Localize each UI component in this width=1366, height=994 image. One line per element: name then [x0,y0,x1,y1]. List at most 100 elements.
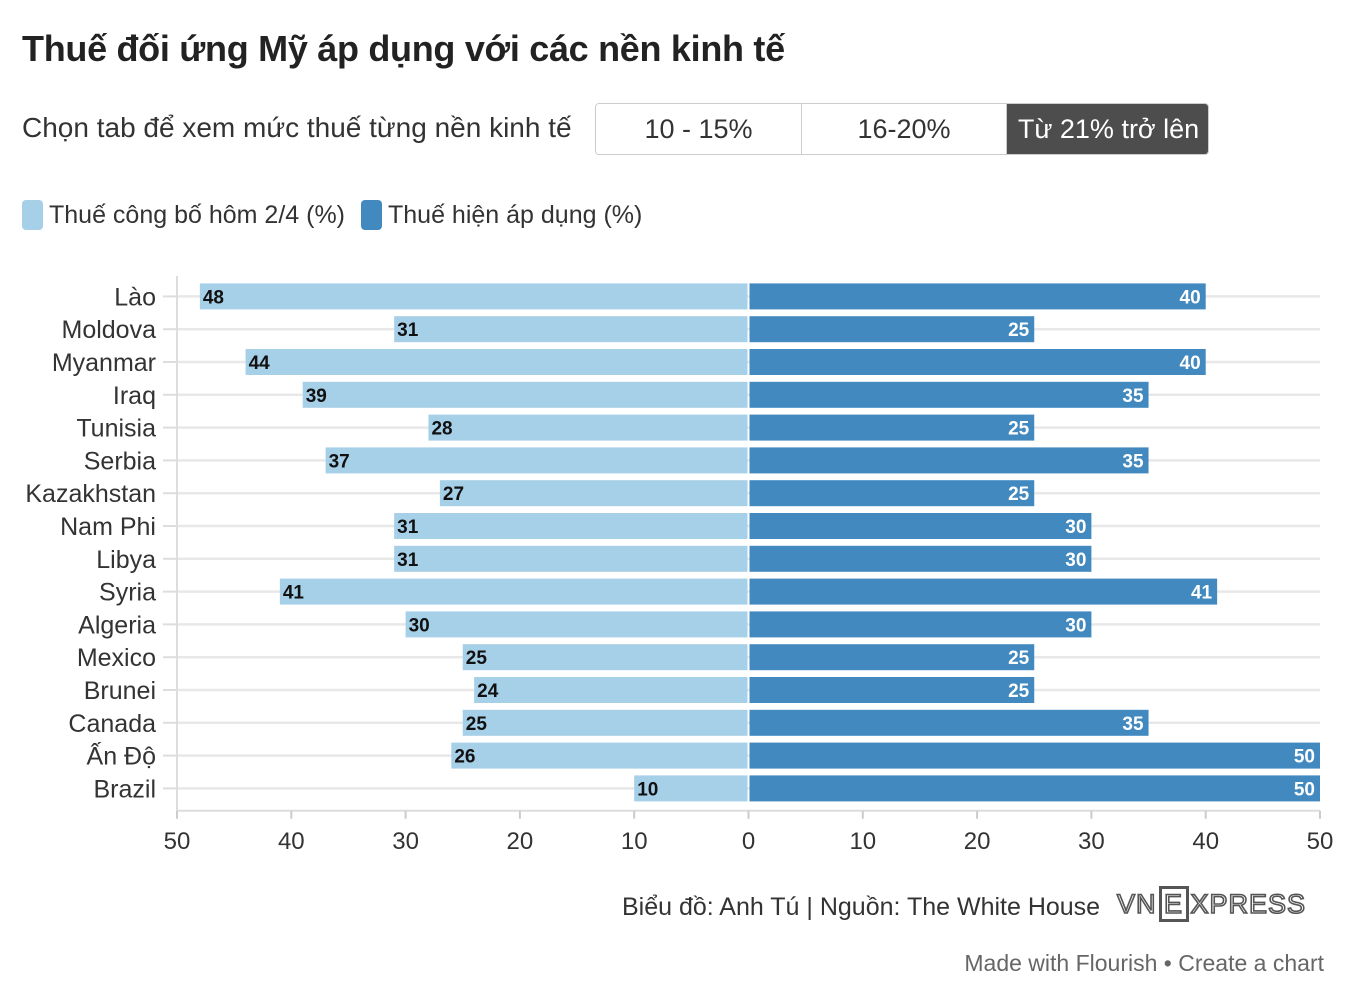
bar-label-current: 25 [1008,484,1030,505]
credit-separator: • [1157,950,1179,976]
category-label: Myanmar [52,349,156,377]
bar-label-current: 40 [1180,353,1201,374]
bar-announced [302,381,748,408]
bar-label-current: 41 [1191,583,1213,604]
bar-current [749,381,1149,408]
bar-current [749,480,1035,507]
category-label: Moldova [62,316,157,344]
category-label: Nam Phi [60,513,156,541]
bar-label-announced: 31 [397,550,419,571]
category-label: Canada [68,710,156,738]
bar-current [749,513,1092,539]
bar-label-current: 40 [1180,287,1201,308]
x-tick-label: 10 [621,828,648,855]
bar-announced [394,545,748,572]
category-label: Serbia [84,447,156,475]
tab-16-20[interactable]: 16-20% [802,104,1007,154]
bar-current [749,283,1206,310]
x-tick-label: 30 [392,828,419,855]
bar-label-current: 25 [1008,681,1030,702]
tab-10-15[interactable]: 10 - 15% [596,104,802,154]
bar-current [749,611,1092,638]
bar-current [749,447,1149,474]
bar-announced [279,578,748,605]
x-tick-label: 20 [964,828,991,855]
x-tick-label: 50 [164,828,191,855]
legend-item-announced[interactable]: Thuế công bố hôm 2/4 (%) [22,200,345,230]
x-tick-label: 40 [278,828,305,855]
bar-label-announced: 30 [409,615,430,636]
bar-current [749,742,1320,769]
bar-label-current: 35 [1122,714,1144,735]
bar-label-current: 25 [1008,320,1030,341]
bar-label-current: 30 [1065,550,1086,571]
bar-label-current: 50 [1294,747,1315,768]
tab-bar: 10 - 15% 16-20% Từ 21% trở lên [595,103,1209,155]
bar-label-current: 35 [1122,386,1144,407]
legend-swatch-current [361,200,382,230]
bar-announced [634,775,748,802]
x-tick-label: 0 [742,828,755,855]
bar-label-announced: 31 [397,320,419,341]
diverging-bar-chart: 50 40 30 20 10 0 10 20 30 40 50 Lào 48 40 Moldova 31 25 M… [25,276,1333,855]
bar-current [749,644,1035,671]
bar-announced [439,480,748,507]
bar-label-announced: 25 [466,714,488,735]
logo-text-xpress: XPRESS [1190,888,1307,920]
category-label: Brunei [84,677,156,705]
bar-label-current: 25 [1008,648,1030,669]
category-label: Brazil [93,775,156,803]
bar-current [749,775,1320,802]
category-label: Iraq [113,382,156,410]
logo-text-e: E [1163,888,1184,919]
bar-label-announced: 26 [454,747,475,768]
logo-e-box: E [1158,886,1189,922]
bar-current [749,545,1092,572]
legend-label-current: Thuế hiện áp dụng (%) [388,200,643,229]
bar-label-announced: 48 [203,287,224,308]
bar-current [749,709,1149,736]
bar-announced [451,742,748,769]
bar-current [749,578,1218,605]
tab-21-plus[interactable]: Từ 21% trở lên [1007,104,1208,154]
bar-label-current: 25 [1008,419,1030,440]
bar-announced [245,349,748,375]
bar-announced [394,513,748,539]
bar-announced [325,447,748,474]
bar-current [749,316,1035,343]
bar-current [749,414,1035,441]
category-label: Lào [114,283,156,311]
bar-label-current: 35 [1122,451,1144,472]
flourish-credit: Made with Flourish • Create a chart [964,950,1324,977]
chart-source: Biểu đồ: Anh Tú | Nguồn: The White House [622,893,1101,921]
category-label: Ấn Độ [87,742,156,771]
bar-label-announced: 37 [329,451,350,472]
vnexpress-logo: VN E XPRESS [1116,886,1307,922]
category-label: Mexico [77,644,156,672]
bar-announced [462,644,748,671]
bar-label-announced: 28 [431,419,452,440]
bar-label-current: 30 [1065,615,1086,636]
bar-label-announced: 39 [306,386,327,407]
legend-label-announced: Thuế công bố hôm 2/4 (%) [49,200,345,229]
tab-prompt: Chọn tab để xem mức thuế từng nền kinh t… [22,112,572,143]
made-with-flourish-link[interactable]: Made with Flourish [964,950,1158,976]
bar-announced [405,611,748,638]
bar-label-announced: 31 [397,517,419,538]
create-chart-link[interactable]: Create a chart [1178,950,1324,976]
bar-current [749,349,1206,375]
bar-label-announced: 41 [283,583,305,604]
bar-label-announced: 27 [443,484,464,505]
bar-label-announced: 10 [637,779,658,800]
x-tick-label: 10 [849,828,876,855]
legend-swatch-announced [22,200,43,230]
bar-label-current: 30 [1065,517,1086,538]
x-tick-label: 40 [1192,828,1219,855]
category-label: Algeria [78,611,156,639]
bar-announced [394,316,748,343]
legend-item-current[interactable]: Thuế hiện áp dụng (%) [361,200,642,230]
bar-announced [462,709,748,736]
bar-label-announced: 24 [477,681,499,702]
chart-title: Thuế đối ứng Mỹ áp dụng với các nền kinh… [22,28,785,69]
x-tick-label: 20 [507,828,534,855]
